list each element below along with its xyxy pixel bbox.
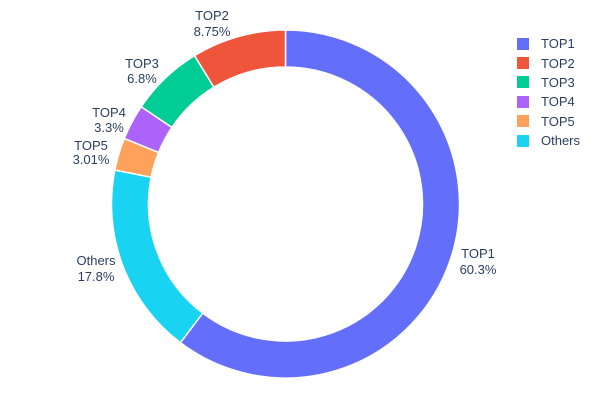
legend-swatch-icon <box>517 57 529 70</box>
legend-swatch-icon <box>517 95 529 108</box>
slice-pct-top1: 60.3% <box>460 262 497 277</box>
legend-item-top5[interactable]: TOP5 <box>517 112 580 131</box>
slice-label-others: Others <box>76 253 116 268</box>
slice-label-top4: TOP4 <box>92 105 126 120</box>
slice-pct-top5: 3.01% <box>73 152 110 167</box>
slice-pct-top3: 6.8% <box>127 71 157 86</box>
legend-item-label: TOP2 <box>541 55 575 71</box>
legend-swatch-icon <box>517 37 529 50</box>
slice-pct-top4: 3.3% <box>94 120 124 135</box>
legend-swatch-icon <box>517 115 529 128</box>
legend-item-top4[interactable]: TOP4 <box>517 92 580 111</box>
pie-slice-top1[interactable] <box>179 29 461 379</box>
legend-item-top1[interactable]: TOP1 <box>517 34 580 53</box>
legend-item-label: TOP3 <box>541 74 575 90</box>
slice-pct-top2: 8.75% <box>194 24 231 39</box>
slice-label-top1: TOP1 <box>461 246 495 261</box>
legend-item-label: Others <box>541 133 581 149</box>
legend: TOP1 TOP2 TOP3 TOP4 TOP5 Others <box>517 34 580 150</box>
slice-label-top5: TOP5 <box>74 138 108 153</box>
slice-label-top3: TOP3 <box>125 56 159 71</box>
legend-item-others[interactable]: Others <box>517 131 580 150</box>
legend-item-top2[interactable]: TOP2 <box>517 53 580 72</box>
slice-label-top2: TOP2 <box>195 8 229 23</box>
legend-item-label: TOP4 <box>541 94 575 110</box>
legend-item-label: TOP1 <box>541 36 575 52</box>
pie-slice-others[interactable] <box>110 169 204 344</box>
legend-swatch-icon <box>517 134 529 147</box>
pie-slice-top2[interactable] <box>193 29 287 88</box>
legend-item-top3[interactable]: TOP3 <box>517 73 580 92</box>
slice-pct-others: 17.8% <box>78 269 115 284</box>
legend-swatch-icon <box>517 76 529 89</box>
legend-item-label: TOP5 <box>541 113 575 129</box>
